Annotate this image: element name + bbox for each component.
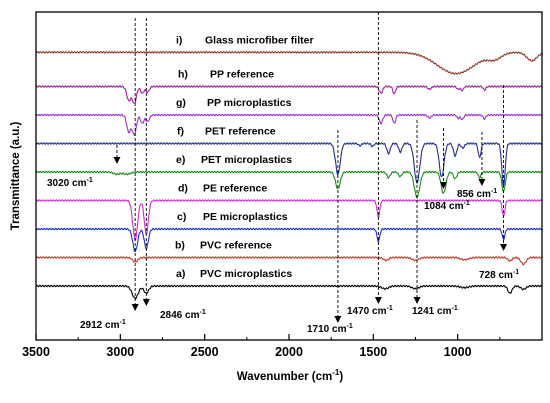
series-label-letter-2: b): [175, 240, 185, 252]
series-label-letter-3: c): [177, 211, 186, 223]
series-label-name-4: PE reference: [203, 183, 267, 195]
peak-label-728: 728 cm-1: [479, 269, 519, 281]
peak-label-1470: 1470 cm-1: [347, 305, 393, 317]
peak-label-856: 856 cm-1: [457, 188, 497, 200]
peak-label-2912: 2912 cm-1: [80, 319, 126, 331]
peak-arrow-856: [478, 179, 486, 186]
peak-label-1084: 1084 cm-1: [424, 200, 470, 212]
series-label-name-7: PP microplastics: [207, 97, 292, 109]
peak-arrow-3020: [113, 157, 121, 164]
x-axis-label: Wavenumber (cm-1): [237, 368, 344, 383]
peak-label-sup-2912: -1: [119, 319, 125, 326]
series-line-6: [35, 142, 543, 187]
peak-label-text-1084: 1084 cm: [424, 201, 464, 212]
series-label-letter-7: g): [176, 97, 186, 109]
peak-arrow-2846: [142, 299, 150, 306]
peak-arrow-2912: [131, 304, 139, 311]
series-label-letter-9: i): [176, 34, 182, 46]
series-label-letter-8: h): [178, 69, 188, 81]
series-line-3: [35, 227, 543, 253]
peak-label-sup-1084: -1: [463, 200, 469, 207]
peak-label-sup-728: -1: [513, 269, 519, 276]
peak-arrow-1470: [374, 297, 382, 304]
x-tick-label-2000: 2000: [275, 345, 303, 359]
peak-label-text-2846: 2846 cm: [160, 310, 200, 321]
peak-label-sup-856: -1: [491, 188, 497, 195]
series-line-4: [35, 199, 543, 242]
series-line-1: [35, 284, 543, 300]
series-line-2: [35, 256, 543, 266]
peak-arrow-728: [500, 244, 508, 251]
series-line-8: [35, 85, 543, 104]
peak-label-sup-1241: -1: [451, 305, 457, 312]
x-tick-label-1000: 1000: [444, 345, 472, 359]
series-labels: a) PVC microplastics b) PVC reference c) PE m…: [175, 34, 314, 280]
x-axis-label-sup: -1: [332, 368, 340, 377]
x-axis-label-text: Wavenumber (cm: [237, 371, 332, 383]
peak-label-text-1710: 1710 cm: [307, 324, 347, 335]
x-tick-label-2500: 2500: [191, 345, 219, 359]
peak-label-3020: 3020 cm-1: [47, 177, 93, 189]
series-line-5: [35, 170, 543, 199]
series-label-name-8: PP reference: [210, 69, 274, 81]
series-label-letter-4: d): [178, 183, 188, 195]
peak-label-2846: 2846 cm-1: [160, 309, 206, 321]
series-label-letter-5: e): [176, 154, 185, 166]
plot-frame: [35, 11, 543, 341]
peak-label-sup-2846: -1: [199, 309, 205, 316]
peak-label-text-1470: 1470 cm: [347, 306, 387, 317]
peak-arrow-1710: [334, 316, 342, 323]
series-label-name-6: PET reference: [205, 126, 276, 138]
peak-label-text-1241: 1241 cm: [412, 306, 452, 317]
peak-label-sup-3020: -1: [86, 177, 92, 184]
spectra-traces: [35, 50, 543, 300]
x-tick-label-3000: 3000: [106, 345, 134, 359]
series-label-name-5: PET microplastics: [201, 154, 292, 166]
peak-marker-lines: [113, 12, 508, 323]
peak-arrow-1084: [439, 182, 447, 189]
series-line-9: [35, 50, 542, 75]
peak-label-text-728: 728 cm: [479, 270, 513, 281]
peak-label-text-3020: 3020 cm: [47, 178, 87, 189]
peak-label-text-856: 856 cm: [457, 189, 491, 200]
series-label-letter-1: a): [176, 268, 185, 280]
peak-label-sup-1710: -1: [346, 323, 352, 330]
x-axis-ticks: 3500 3000 2500 2000 1500 1000: [22, 334, 501, 359]
x-axis-label-close: ): [339, 371, 343, 383]
peak-label-1710: 1710 cm-1: [307, 323, 353, 335]
peak-label-text-2912: 2912 cm: [80, 320, 120, 331]
y-axis-label: Transmittance (a.u.): [10, 122, 22, 231]
peak-label-1241: 1241 cm-1: [412, 305, 458, 317]
x-tick-label-1500: 1500: [359, 345, 387, 359]
series-label-name-1: PVC microplastics: [200, 268, 292, 280]
peak-arrow-1241: [413, 297, 421, 304]
x-tick-label-3500: 3500: [22, 345, 50, 359]
series-label-name-3: PE microplastics: [203, 211, 288, 223]
series-label-letter-6: f): [177, 126, 184, 138]
series-line-7: [35, 113, 543, 136]
series-label-name-2: PVC reference: [200, 240, 272, 252]
series-label-name-9: Glass microfiber filter: [205, 34, 314, 46]
peak-label-sup-1470: -1: [386, 305, 392, 312]
